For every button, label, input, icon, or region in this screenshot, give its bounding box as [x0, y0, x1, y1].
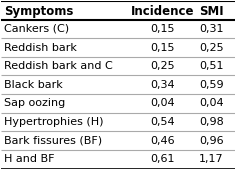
- Text: Reddish bark: Reddish bark: [4, 42, 77, 53]
- Text: 0,25: 0,25: [199, 42, 223, 53]
- Text: 0,98: 0,98: [199, 117, 224, 127]
- Text: 0,96: 0,96: [199, 136, 223, 146]
- Text: 0,54: 0,54: [150, 117, 175, 127]
- Text: 0,15: 0,15: [150, 42, 175, 53]
- Text: 0,15: 0,15: [150, 24, 175, 34]
- Text: 0,34: 0,34: [150, 80, 175, 90]
- Text: 0,46: 0,46: [150, 136, 175, 146]
- Text: Sap oozing: Sap oozing: [4, 98, 65, 108]
- Text: 0,61: 0,61: [150, 154, 175, 164]
- Text: 0,04: 0,04: [150, 98, 175, 108]
- Text: H and BF: H and BF: [4, 154, 54, 164]
- Text: 0,31: 0,31: [199, 24, 223, 34]
- Text: SMI: SMI: [199, 5, 223, 18]
- Text: Black bark: Black bark: [4, 80, 63, 90]
- Text: Incidence: Incidence: [131, 5, 194, 18]
- Text: Symptoms: Symptoms: [4, 5, 73, 18]
- Text: 0,59: 0,59: [199, 80, 223, 90]
- Text: Reddish bark and C: Reddish bark and C: [4, 61, 113, 71]
- Text: Bark fissures (BF): Bark fissures (BF): [4, 136, 102, 146]
- Text: 0,51: 0,51: [199, 61, 223, 71]
- Text: Cankers (C): Cankers (C): [4, 24, 69, 34]
- Text: 0,25: 0,25: [150, 61, 175, 71]
- Text: 0,04: 0,04: [199, 98, 223, 108]
- Text: Hypertrophies (H): Hypertrophies (H): [4, 117, 103, 127]
- Text: 1,17: 1,17: [199, 154, 223, 164]
